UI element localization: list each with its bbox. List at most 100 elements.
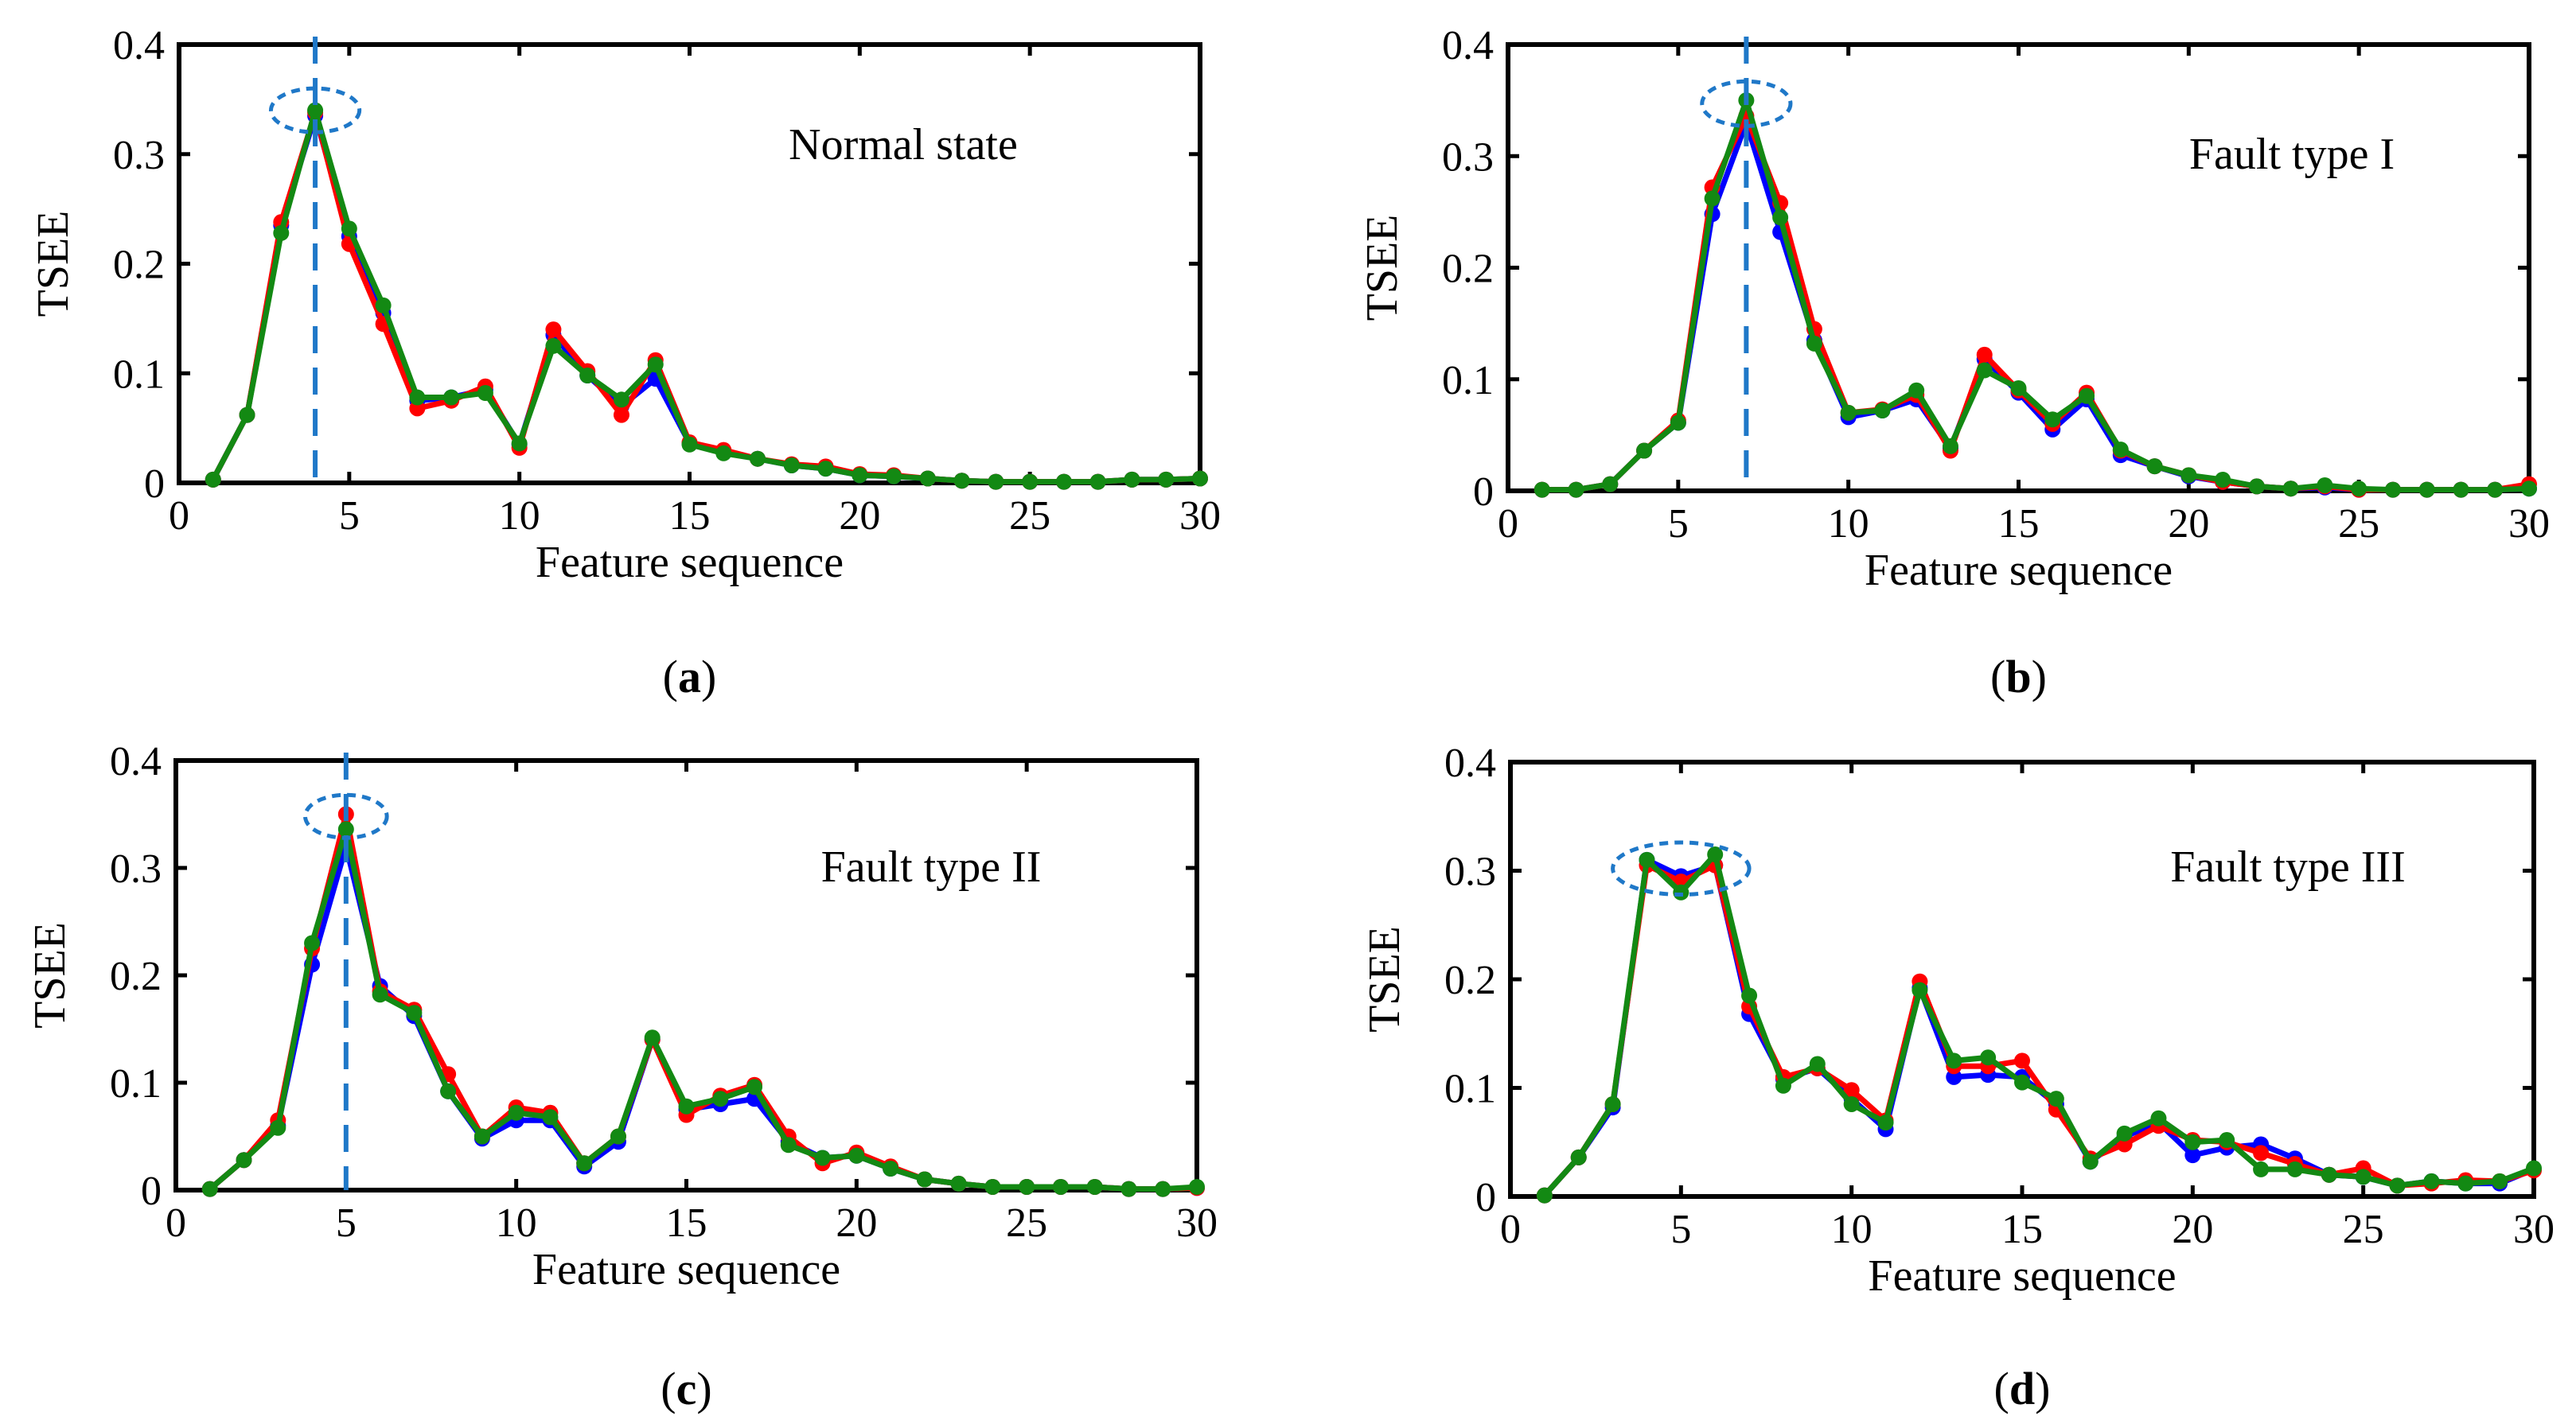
data-point-green [2526,1160,2542,1177]
data-point-green [1158,471,1175,488]
y-tick-label: 0.4 [110,739,162,784]
x-tick-label: 15 [1998,501,2040,547]
data-point-green [2014,1074,2030,1091]
data-point-green [886,468,902,484]
y-tick-label: 0.2 [113,243,165,288]
data-point-green [814,1150,831,1166]
data-point-green [1189,1178,1205,1195]
chart-panel-a: 0 5 10 15 20 25 30 0 0.1 0.2 0.3 0.4 Feature sequenc… [29,23,1221,702]
data-point-green [1155,1181,1171,1197]
x-tick-label: 5 [336,1200,357,1246]
plot-frame [1508,760,2536,1199]
data-point-green [1707,846,1724,863]
data-point-green [341,220,357,237]
data-point-green [2492,1173,2508,1189]
data-point-green [2116,1125,2133,1142]
data-point-green [2321,1166,2337,1183]
series-line-red [210,109,1203,485]
x-tick-label: 20 [2168,501,2209,547]
y-tick-label: 0.3 [1442,134,1494,180]
data-point-green [2112,442,2129,458]
x-tick-label: 5 [339,493,360,539]
x-tick-label: 15 [666,1200,707,1246]
data-point-green [236,1152,252,1169]
data-point-green [440,1083,457,1099]
data-point-green [610,1128,626,1145]
x-tick-label: 10 [1831,1207,1873,1252]
data-point-blue [2184,1147,2201,1164]
data-point-green [1636,442,1653,459]
panel-annotation: Fault type I [2189,130,2395,179]
data-point-green [817,461,834,477]
data-point-green [579,368,596,384]
peak-highlight-ellipse [303,792,389,840]
data-point-green [337,821,354,838]
x-axis-label: Feature sequence [536,538,844,587]
data-point-green [273,224,290,241]
data-point-green [270,1119,286,1136]
data-point-green [409,389,426,406]
x-axis-label: Feature sequence [1865,546,2173,595]
x-tick-label: 5 [1668,501,1689,547]
data-point-green [1809,1056,1826,1072]
data-point-green [2317,477,2333,493]
y-axis-label: TSEE [29,211,78,317]
series-line-green [207,826,1200,1193]
data-point-green [375,297,392,313]
series-line-red [207,811,1200,1193]
data-point-green [1946,1052,1962,1069]
x-tick-label: 30 [1176,1200,1218,1246]
data-point-green [576,1155,593,1172]
series-line-green [210,107,1203,485]
panel-caption: (d) [1994,1363,2051,1414]
y-tick-label: 0.1 [113,352,165,397]
x-tick-label: 25 [1006,1200,1047,1246]
data-point-green [647,356,664,373]
panel-caption: (c) [661,1363,711,1414]
data-point-green [1741,987,1758,1004]
data-point-green [746,1079,763,1095]
x-tick-label: 30 [2508,501,2550,547]
x-tick-label: 0 [1498,501,1518,547]
data-point-green [848,1147,865,1164]
data-point-red [409,400,426,417]
data-point-green [2355,1169,2371,1185]
data-point-green [1843,1095,1860,1112]
chart-panel-b: 0 5 10 15 20 25 30 0 0.1 0.2 0.3 0.4 Feature sequenc… [1358,23,2550,702]
data-point-green [545,337,562,354]
data-point-green [950,1175,967,1192]
x-tick-label: 30 [2513,1207,2555,1252]
data-point-green [2146,458,2163,475]
data-point-green [750,450,766,467]
data-point-green [1806,335,1822,352]
data-point-green [988,473,1004,490]
x-tick-label: 20 [2172,1207,2213,1252]
data-point-green [919,470,936,487]
data-point-green [2457,1175,2474,1192]
plot-frame [1506,42,2531,493]
data-point-green [406,1005,423,1021]
panel-caption-letter: c [676,1363,697,1414]
data-point-green [2351,481,2368,497]
y-tick-label: 0 [144,461,165,507]
data-point-green [239,407,255,423]
y-tick-label: 0.2 [1442,247,1494,292]
panel-caption: (b) [1990,651,2047,702]
x-tick-label: 10 [1828,501,1869,547]
data-point-green [1874,403,1891,419]
data-point-green [443,389,460,406]
data-point-green [681,436,698,453]
data-point-green [1942,438,1958,454]
data-point-green [1670,414,1686,431]
data-point-green [1673,884,1689,901]
y-tick-label: 0.4 [1442,23,1494,68]
data-point-green [852,467,868,484]
data-point-green [2286,1161,2303,1177]
x-tick-label: 30 [1179,493,1221,539]
data-point-green [883,1161,899,1177]
y-axis-label: TSEE [25,922,75,1029]
series-line-green [1541,851,2537,1199]
data-point-green [477,385,493,402]
data-point-green [1908,382,1925,399]
